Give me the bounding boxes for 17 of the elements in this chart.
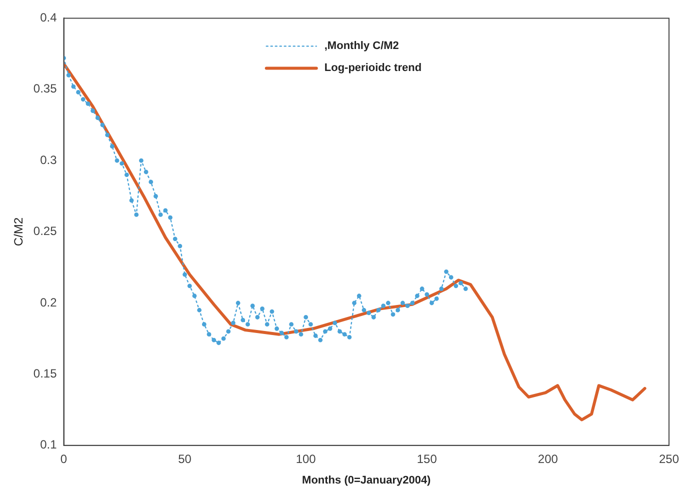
legend-label: Log-perioidc trend xyxy=(324,62,422,74)
x-axis-title: Months (0=January2004) xyxy=(302,474,432,486)
y-tick-label: 0.2 xyxy=(40,295,58,310)
y-tick-label: 0.3 xyxy=(40,152,58,167)
y-tick-label: 0.1 xyxy=(40,438,58,452)
legend-label: ,Monthly C/M2 xyxy=(324,40,399,52)
x-tick-label: 250 xyxy=(658,452,680,466)
y-tick-label: 0.4 xyxy=(40,10,58,25)
y-axis-title: C/M2 xyxy=(12,217,26,246)
y-tick-label: 0.35 xyxy=(33,82,58,96)
y-tick-label: 0.25 xyxy=(33,224,58,238)
x-tick-label: 0 xyxy=(60,452,68,466)
x-tick-label: 150 xyxy=(416,452,438,466)
x-tick-label: 50 xyxy=(178,452,192,466)
x-tick-label: 200 xyxy=(538,452,558,466)
x-tick-label: 100 xyxy=(296,452,316,466)
y-tick-label: 0.15 xyxy=(33,366,58,381)
